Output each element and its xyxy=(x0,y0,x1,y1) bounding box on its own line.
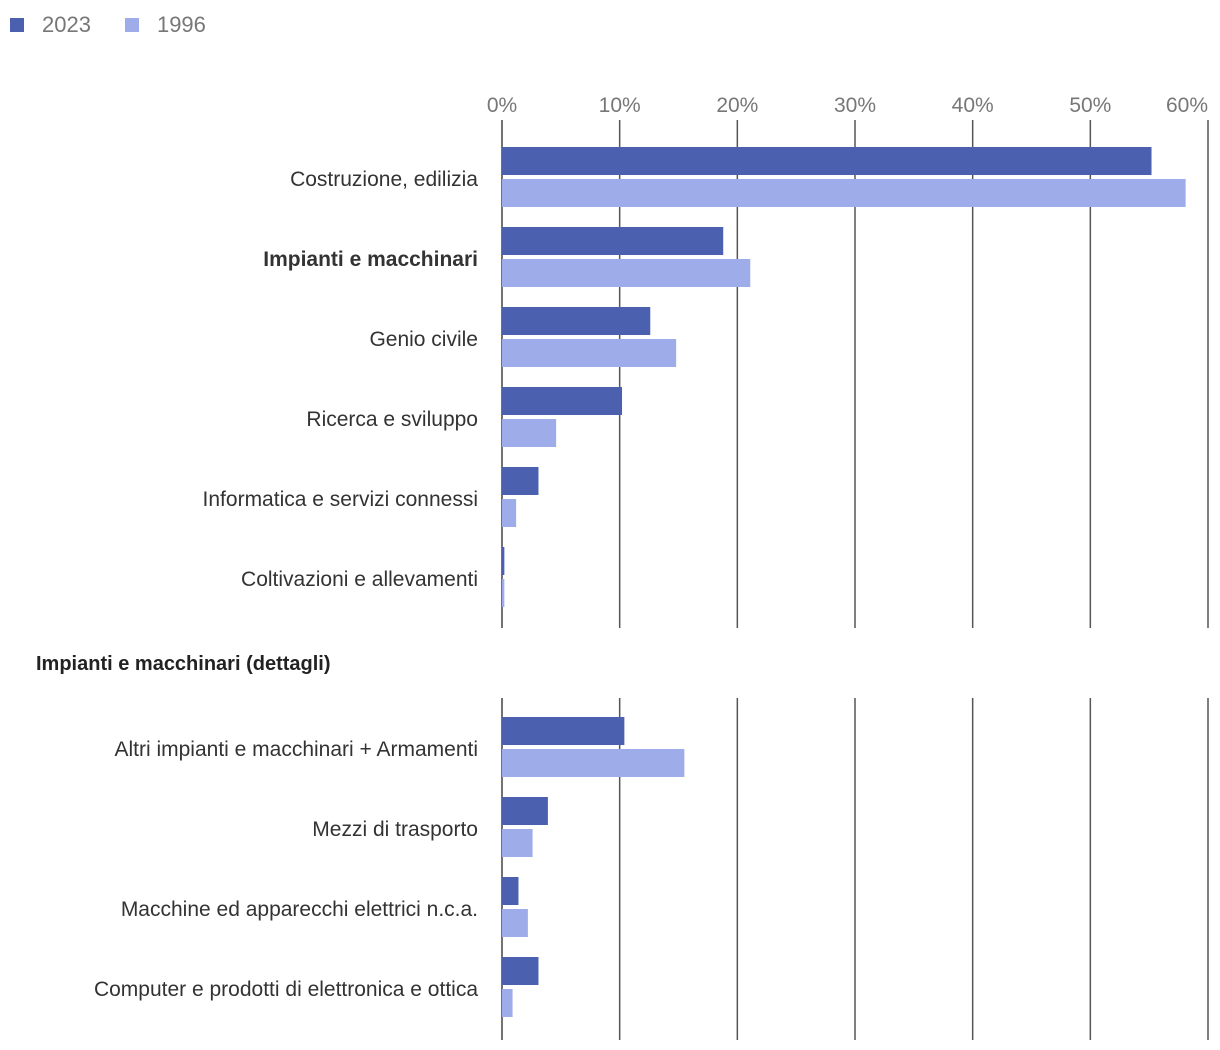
bar-2023-1-3[interactable] xyxy=(502,307,651,335)
x-tick-label: 0% xyxy=(487,94,517,117)
category-label: Informatica e servizi connessi xyxy=(203,488,478,511)
x-tick-label: 50% xyxy=(1069,94,1111,117)
legend-label-2023: 2023 xyxy=(42,12,91,37)
bar-2023-1-5[interactable] xyxy=(502,467,539,495)
bar-1996-1-3[interactable] xyxy=(502,339,677,367)
bar-2023-1-2[interactable] xyxy=(502,227,724,255)
x-tick-label: 30% xyxy=(834,94,876,117)
section-title: Impianti e macchinari (dettagli) xyxy=(36,653,331,675)
bar-2023-2-1[interactable] xyxy=(502,717,625,745)
bar-1996-2-1[interactable] xyxy=(502,749,685,777)
legend-swatch-1996 xyxy=(124,18,139,32)
bar-1996-1-5[interactable] xyxy=(502,499,517,527)
bar-2023-2-2[interactable] xyxy=(502,797,548,825)
bar-1996-2-2[interactable] xyxy=(502,829,533,857)
bar-1996-2-3[interactable] xyxy=(502,909,528,937)
category-label: Computer e prodotti di elettronica e ott… xyxy=(94,978,478,1001)
legend-label-1996: 1996 xyxy=(156,12,206,37)
category-label: Costruzione, edilizia xyxy=(290,168,478,191)
bar-1996-1-1[interactable] xyxy=(502,179,1186,207)
x-tick-label: 40% xyxy=(952,94,994,117)
legend-item-1996[interactable]: 1996 xyxy=(124,12,206,38)
legend-swatch-2023 xyxy=(10,18,24,32)
legend-item-2023[interactable]: 2023 xyxy=(10,12,91,38)
category-label: Ricerca e sviluppo xyxy=(306,408,478,431)
legend: 2023 1996 xyxy=(10,12,240,38)
category-label: Coltivazioni e allevamenti xyxy=(241,568,478,591)
bar-2023-2-4[interactable] xyxy=(502,957,539,985)
category-label: Mezzi di trasporto xyxy=(312,818,478,841)
bar-1996-1-2[interactable] xyxy=(502,259,751,287)
bar-2023-1-4[interactable] xyxy=(502,387,623,415)
bar-1996-1-4[interactable] xyxy=(502,419,557,447)
category-label: Genio civile xyxy=(369,328,478,351)
category-label: Macchine ed apparecchi elettrici n.c.a. xyxy=(121,898,478,921)
x-tick-label: 20% xyxy=(716,94,758,117)
bar-1996-2-4[interactable] xyxy=(502,989,513,1017)
bar-2023-1-1[interactable] xyxy=(502,147,1152,175)
bar-1996-1-6[interactable] xyxy=(502,579,505,607)
category-label: Impianti e macchinari xyxy=(263,248,478,271)
bar-2023-1-6[interactable] xyxy=(502,547,505,575)
category-label: Altri impianti e macchinari + Armamenti xyxy=(114,738,478,761)
x-tick-label: 60% xyxy=(1166,94,1208,117)
bar-2023-2-3[interactable] xyxy=(502,877,519,905)
x-tick-label: 10% xyxy=(599,94,641,117)
